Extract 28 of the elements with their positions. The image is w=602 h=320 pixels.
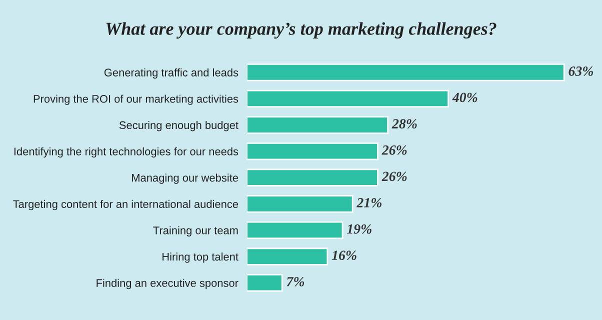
data-label: 19% — [346, 224, 372, 234]
data-label: 63% — [568, 66, 594, 76]
data-label: 16% — [332, 250, 356, 260]
bar — [246, 248, 328, 266]
y-tick-label: Hiring top talent — [162, 252, 238, 263]
bar — [246, 90, 449, 108]
bar — [246, 116, 389, 134]
bar — [246, 142, 378, 160]
bar — [246, 221, 344, 240]
chart-title: What are your company’s top marketing challenges? — [106, 22, 496, 39]
bar — [246, 168, 378, 186]
data-label: 40% — [452, 92, 478, 102]
y-tick-label: Generating traffic and leads — [104, 68, 238, 79]
y-tick-label: Finding an executive sponsor — [96, 278, 238, 290]
y-tick-label: Managing our website — [132, 174, 238, 184]
bar — [246, 64, 565, 82]
data-label: 7% — [286, 276, 304, 286]
data-label: 28% — [392, 119, 417, 128]
data-label: 26% — [382, 145, 407, 155]
bar — [246, 195, 354, 213]
y-tick-label: Proving the ROI of our marketing activities — [34, 94, 238, 105]
data-label: 21% — [356, 198, 382, 208]
y-tick-label: Securing enough budget — [119, 121, 238, 132]
y-tick-label: Training our team — [153, 226, 238, 236]
y-tick-label: Targeting content for an international audience — [13, 200, 238, 210]
y-tick-label: Identifying the right technologies for our needs — [14, 147, 238, 158]
data-label: 26% — [382, 172, 407, 182]
bar — [246, 274, 283, 292]
